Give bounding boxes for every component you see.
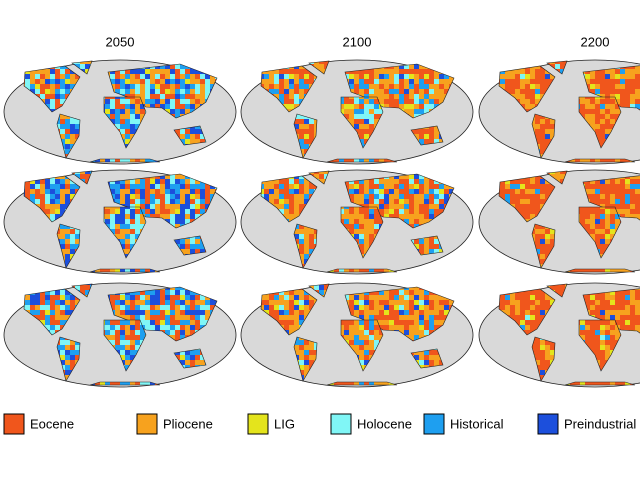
continent [578,96,622,149]
legend-swatch [330,413,352,435]
map-panel [478,282,640,388]
continent [578,206,622,259]
continent [546,170,568,185]
legend-swatch [136,413,158,435]
continent [89,268,161,273]
continent [23,288,81,336]
continent [173,235,207,256]
continent [531,336,556,382]
legend-swatch [247,413,269,435]
continent [546,60,568,75]
continent [23,65,81,113]
continent [531,223,556,269]
continent [326,158,398,163]
map-panel [478,59,640,165]
continent [410,348,444,369]
legend-swatch [3,413,25,435]
map-panel [478,169,640,275]
map-panel [3,282,237,388]
continent [340,206,384,259]
continent [546,283,568,298]
continent [308,170,330,185]
column-title: 2100 [343,34,372,49]
continent [293,223,318,269]
continent [498,175,556,223]
continent [308,60,330,75]
continent [107,173,218,229]
continent [71,60,93,75]
continent [344,286,455,342]
legend-label: Holocene [357,416,412,431]
continent [260,288,318,336]
continent [71,283,93,298]
continent [564,158,636,163]
continent [103,319,147,372]
continent [344,63,455,119]
continent [564,381,636,386]
continent [410,125,444,146]
continent [582,175,640,221]
column-title: 2200 [581,34,610,49]
continent [340,319,384,372]
continent [308,283,330,298]
continent [71,170,93,185]
continent [23,175,81,223]
continent [326,268,398,273]
legend-label: Eocene [30,416,74,431]
continent [56,223,81,269]
continent [107,63,218,119]
continent [89,158,161,163]
continent [498,288,556,336]
continent [56,113,81,159]
legend-label: Historical [450,416,504,431]
column-title: 2050 [106,34,135,49]
continent [498,65,556,113]
legend-swatch [423,413,445,435]
continent [578,319,622,372]
legend: Eocene Pliocene LIG Holocene Historical Prein… [3,413,636,435]
map-panel [3,59,237,165]
continent [564,268,636,273]
continent [531,113,556,159]
continent [326,381,398,386]
continent [173,348,207,369]
continent [89,381,161,386]
map-panel [3,169,237,275]
continent [260,65,318,113]
continent [582,65,640,111]
legend-label: Pliocene [163,416,213,431]
continent [582,288,640,334]
continent [107,286,218,342]
map-panel [240,59,474,165]
continent [293,336,318,382]
legend-label: Preindustrial [564,416,636,431]
legend-swatch [537,413,559,435]
map-panel [240,169,474,275]
continent [344,173,455,229]
continent [340,96,384,149]
continent [293,113,318,159]
legend-label: LIG [274,416,295,431]
continent [260,175,318,223]
map-panel [240,282,474,388]
continent [103,206,147,259]
continent [103,96,147,149]
continent [56,336,81,382]
continent [173,125,207,146]
continent [410,235,444,256]
map-grid [3,59,640,388]
